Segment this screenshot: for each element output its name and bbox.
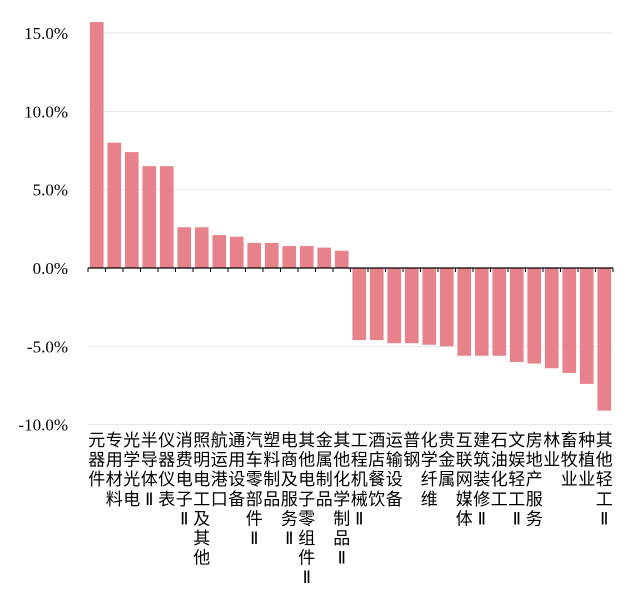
bar xyxy=(229,236,244,268)
y-tick-label: -5.0% xyxy=(27,337,68,356)
category-label: 互联网媒体 xyxy=(456,431,473,529)
bar xyxy=(124,152,139,268)
bar xyxy=(562,268,577,373)
bar xyxy=(264,242,279,268)
bar xyxy=(282,246,297,268)
category-label: 通用设备 xyxy=(228,431,245,510)
bar xyxy=(89,22,104,269)
bar xyxy=(579,268,594,384)
bar xyxy=(387,268,402,344)
bar xyxy=(334,250,349,268)
category-label: 消费电子 Ⅱ xyxy=(176,431,193,529)
bar xyxy=(527,268,542,364)
bar xyxy=(247,242,262,268)
category-label: 工程机械 Ⅱ xyxy=(351,431,368,529)
bar xyxy=(544,268,559,369)
category-label: 汽车零部件 Ⅱ xyxy=(246,431,263,549)
bar xyxy=(177,227,192,268)
bar xyxy=(352,268,367,341)
bar xyxy=(439,268,454,347)
y-tick-label: 5.0% xyxy=(33,181,68,200)
y-axis-tick-labels: 15.0% 10.0% 5.0% 0.0% -5.0% -10.0% xyxy=(18,24,68,435)
bar xyxy=(369,268,384,341)
category-label: 半导体 Ⅱ xyxy=(141,431,158,510)
bar xyxy=(457,268,472,356)
gridlines xyxy=(88,32,613,426)
category-label: 专用材料 xyxy=(106,431,123,510)
bar xyxy=(317,247,332,268)
x-axis xyxy=(87,267,614,272)
y-tick-label: -10.0% xyxy=(18,416,68,435)
category-label: 林业 xyxy=(543,431,560,471)
bar xyxy=(492,268,507,356)
bar xyxy=(107,142,122,268)
category-label: 文娱轻工 Ⅱ xyxy=(508,431,525,529)
category-label: 运输设备 xyxy=(386,431,403,510)
category-label: 仪器仪表 xyxy=(158,431,175,510)
category-label: 畜牧业 xyxy=(561,431,578,490)
category-label: 航运港口 xyxy=(211,431,228,510)
bar xyxy=(194,227,209,268)
bar xyxy=(299,246,314,268)
category-label: 元器件 xyxy=(88,431,105,490)
category-label: 酒店餐饮 xyxy=(368,431,385,510)
y-tick-label: 0.0% xyxy=(33,259,68,278)
category-label: 房地产服务 xyxy=(526,431,543,529)
category-label: 其他电子零组件 Ⅱ xyxy=(298,431,315,588)
category-label: 化学纤维 xyxy=(421,431,438,510)
category-label: 种植业 xyxy=(578,431,595,490)
bar xyxy=(509,268,524,362)
category-label: 石油化工 xyxy=(491,431,508,510)
bar xyxy=(159,166,174,268)
category-label: 电商及服务 Ⅱ xyxy=(281,431,298,549)
bar xyxy=(597,268,612,411)
category-label: 照明电工及其他 xyxy=(193,431,210,569)
bars xyxy=(89,22,612,411)
y-tick-label: 10.0% xyxy=(24,102,68,121)
bar xyxy=(422,268,437,345)
category-label: 光学光电 xyxy=(123,431,140,510)
category-label: 塑料制品 xyxy=(263,431,280,510)
bar xyxy=(404,268,419,344)
bar xyxy=(474,268,489,356)
category-label: 其他化学制品 Ⅱ xyxy=(333,431,350,569)
category-label: 金属制品 xyxy=(316,431,333,510)
category-label: 普钢 xyxy=(403,431,420,471)
bar xyxy=(212,235,227,268)
bar xyxy=(142,166,157,268)
category-label: 其他轻工 Ⅱ xyxy=(596,431,613,529)
y-tick-label: 15.0% xyxy=(24,24,68,43)
category-label: 建筑装修 Ⅱ xyxy=(473,431,490,529)
category-label: 贵金属 xyxy=(438,431,455,490)
